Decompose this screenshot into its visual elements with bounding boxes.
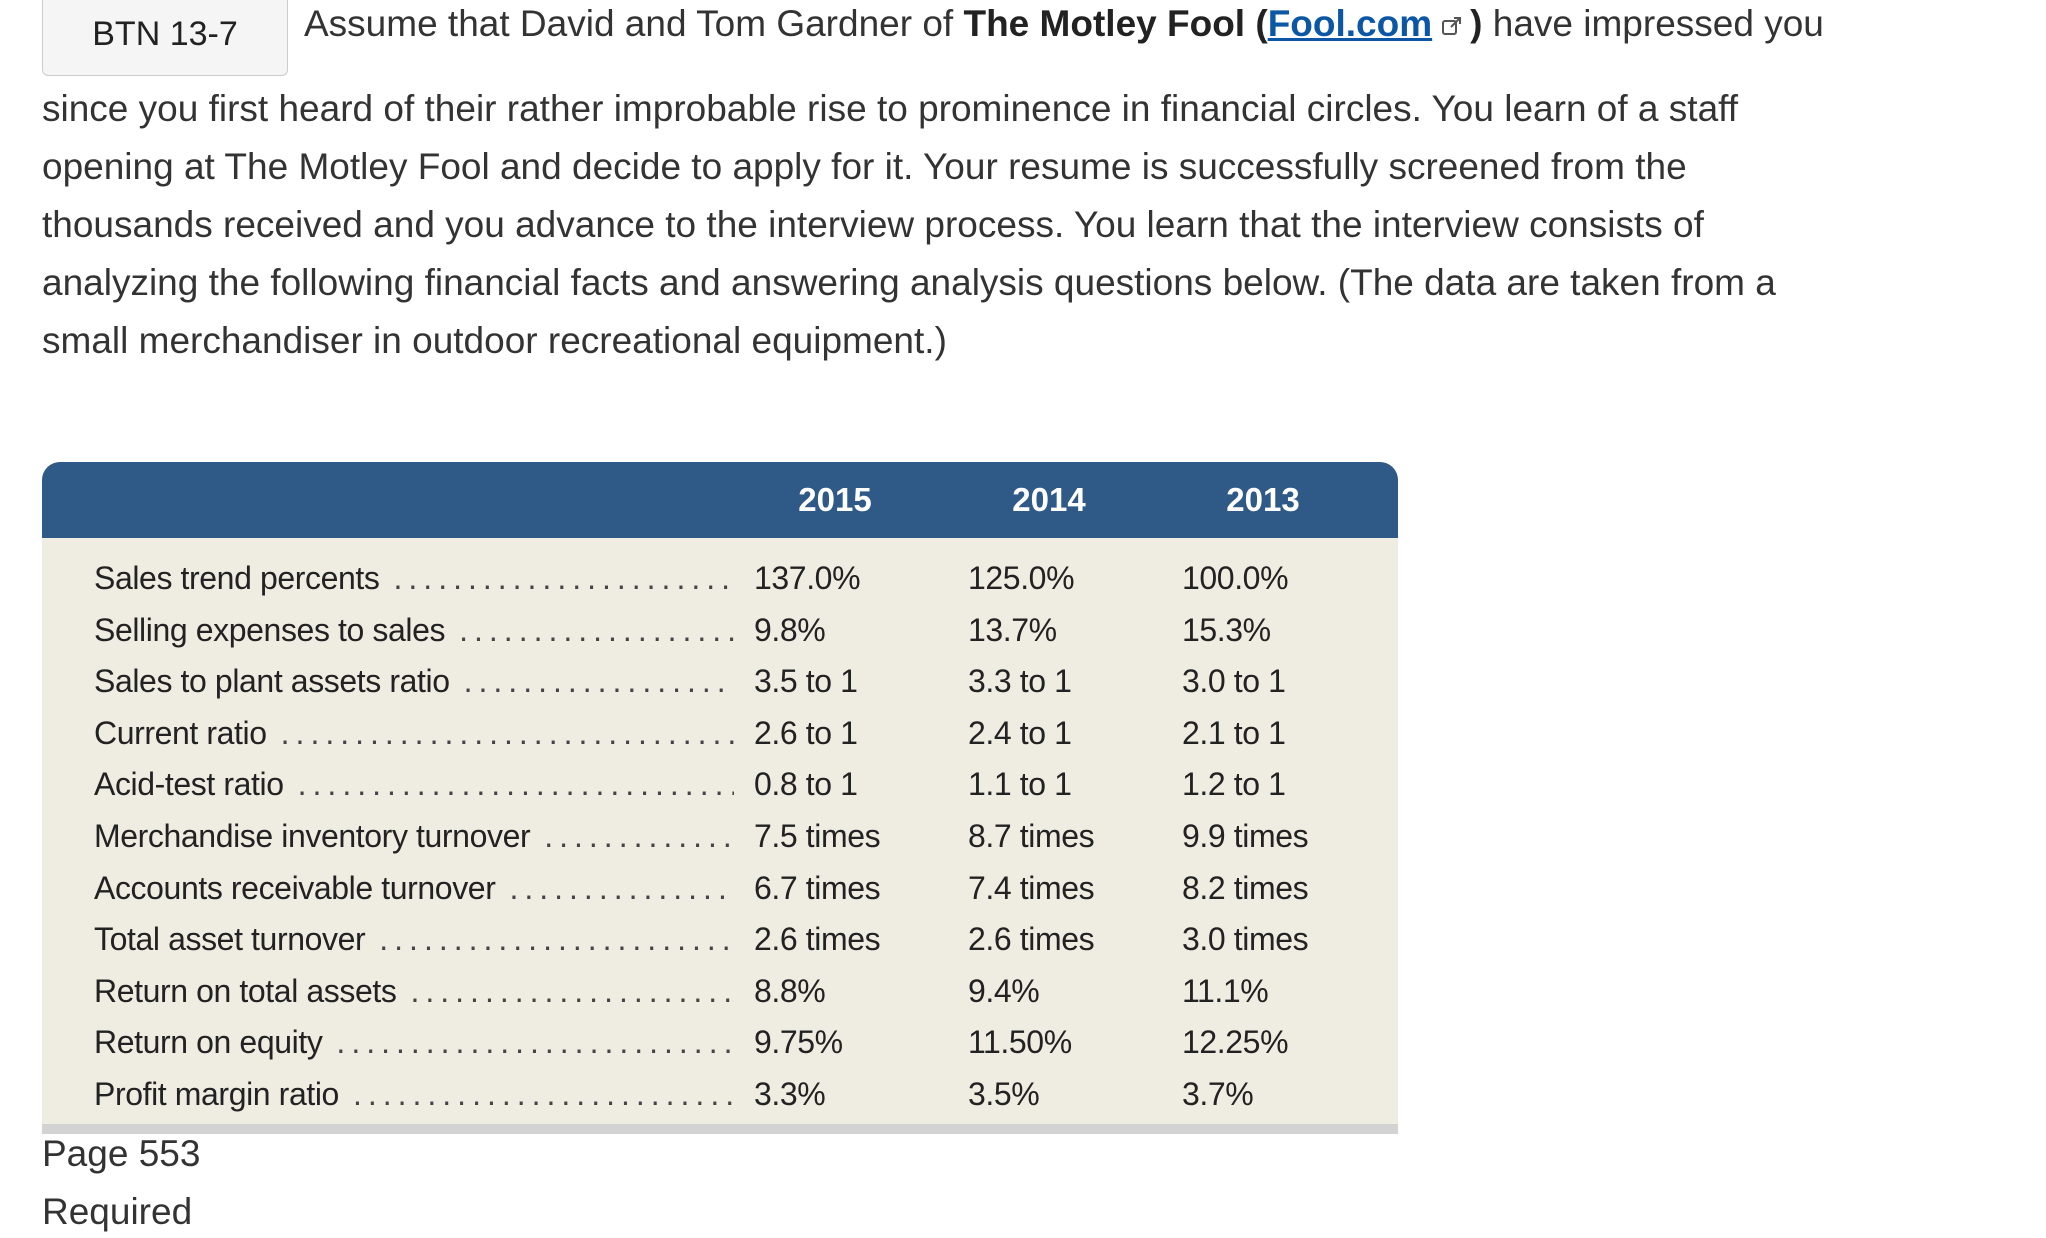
- row-label: Return on equity........................…: [94, 1024, 734, 1061]
- row-label: Profit margin ratio.....................…: [94, 1076, 734, 1113]
- table-cell-2015: 0.8 to 1: [754, 766, 858, 803]
- paragraph-line: analyzing the following financial facts …: [42, 262, 1776, 303]
- problem-id-badge: BTN 13-7: [42, 0, 288, 76]
- row-label: Return on total assets..................…: [94, 973, 734, 1010]
- table-cell-2013: 3.0 times: [1182, 921, 1309, 958]
- table-cell-2015: 3.5 to 1: [754, 663, 858, 700]
- company-name: The Motley Fool (: [963, 3, 1268, 44]
- table-row: Return on total assets..................…: [42, 967, 1398, 1019]
- table-row: Profit margin ratio.....................…: [42, 1070, 1398, 1122]
- table-header: 2015 2014 2013: [42, 462, 1398, 538]
- leader-dots: ........................................…: [352, 1075, 734, 1112]
- row-label-text: Return on total assets: [94, 972, 397, 1009]
- leader-dots: ........................................…: [544, 817, 734, 854]
- table-row: Sales to plant assets ratio.............…: [42, 657, 1398, 709]
- table-cell-2013: 2.1 to 1: [1182, 714, 1286, 751]
- financial-ratios-table: 2015 2014 2013 Sales trend percents.....…: [42, 462, 1398, 1134]
- company-close-paren: ): [1470, 3, 1483, 44]
- table-row: Selling expenses to sales...............…: [42, 606, 1398, 658]
- table-cell-2015: 2.6 to 1: [754, 714, 858, 751]
- leader-dots: ........................................…: [509, 869, 734, 906]
- row-label: Merchandise inventory turnover..........…: [94, 818, 734, 855]
- row-label-text: Return on equity: [94, 1024, 323, 1061]
- lead-text-before: Assume that David and Tom Gardner of: [304, 3, 964, 44]
- external-link-icon[interactable]: [1440, 14, 1464, 38]
- table-cell-2015: 9.8%: [754, 611, 826, 648]
- row-label-text: Acid-test ratio: [94, 766, 284, 803]
- problem-paragraph: since you first heard of their rather im…: [42, 80, 1952, 370]
- table-row: Acid-test ratio.........................…: [42, 760, 1398, 812]
- table-row: Total asset turnover....................…: [42, 915, 1398, 967]
- row-label-text: Selling expenses to sales: [94, 611, 446, 648]
- table-row: Sales trend percents....................…: [42, 554, 1398, 606]
- table-cell-2014: 125.0%: [968, 560, 1075, 596]
- table-cell-2014: 3.5%: [968, 1075, 1040, 1112]
- table-row: Accounts receivable turnover............…: [42, 864, 1398, 916]
- table-cell-2013: 15.3%: [1182, 611, 1271, 648]
- row-label-text: Sales to plant assets ratio: [94, 663, 450, 700]
- column-header-2013: 2013: [1226, 481, 1300, 518]
- table-cell-2014: 7.4 times: [968, 869, 1095, 906]
- row-label: Sales trend percents....................…: [94, 560, 734, 597]
- leader-dots: ........................................…: [379, 921, 734, 958]
- table-cell-2015: 6.7 times: [754, 869, 881, 906]
- paragraph-line: since you first heard of their rather im…: [42, 88, 1739, 129]
- row-label-text: Current ratio: [94, 714, 267, 751]
- table-cell-2014: 2.6 times: [968, 921, 1095, 958]
- row-label-text: Profit margin ratio: [94, 1075, 339, 1112]
- table-row: Merchandise inventory turnover..........…: [42, 812, 1398, 864]
- table-row: Current ratio...........................…: [42, 709, 1398, 761]
- row-label: Sales to plant assets ratio.............…: [94, 663, 734, 700]
- row-label-text: Accounts receivable turnover: [94, 869, 496, 906]
- table-cell-2015: 3.3%: [754, 1075, 826, 1112]
- leader-dots: ........................................…: [336, 1024, 734, 1061]
- row-label-text: Merchandise inventory turnover: [94, 817, 531, 854]
- table-cell-2013: 11.1%: [1182, 972, 1269, 1009]
- table-row: Return on equity........................…: [42, 1018, 1398, 1070]
- leader-dots: ........................................…: [297, 766, 734, 803]
- table-cell-2014: 1.1 to 1: [968, 766, 1072, 803]
- row-label: Current ratio...........................…: [94, 715, 734, 752]
- column-header-2015: 2015: [798, 481, 872, 518]
- paragraph-line: thousands received and you advance to th…: [42, 204, 1704, 245]
- row-label: Selling expenses to sales...............…: [94, 612, 734, 649]
- fool-com-link[interactable]: Fool.com: [1267, 3, 1433, 44]
- leader-dots: ........................................…: [459, 611, 734, 648]
- row-label: Accounts receivable turnover............…: [94, 870, 734, 907]
- table-cell-2015: 2.6 times: [754, 921, 881, 958]
- leader-dots: ........................................…: [463, 663, 734, 700]
- required-heading: Required: [42, 1191, 193, 1232]
- table-cell-2014: 13.7%: [968, 611, 1057, 648]
- table-cell-2014: 3.3 to 1: [968, 663, 1072, 700]
- leader-dots: ........................................…: [393, 560, 734, 596]
- paragraph-line: small merchandiser in outdoor recreation…: [42, 320, 947, 361]
- table-cell-2013: 12.25%: [1182, 1024, 1289, 1061]
- row-label: Acid-test ratio.........................…: [94, 766, 734, 803]
- leader-dots: ........................................…: [410, 972, 734, 1009]
- lead-text-after: have impressed you: [1482, 3, 1824, 44]
- row-label-text: Sales trend percents: [94, 560, 380, 596]
- table-body: Sales trend percents....................…: [42, 554, 1398, 1122]
- table-cell-2014: 8.7 times: [968, 817, 1095, 854]
- table-cell-2013: 8.2 times: [1182, 869, 1309, 906]
- table-cell-2013: 3.0 to 1: [1182, 663, 1286, 700]
- table-cell-2014: 2.4 to 1: [968, 714, 1072, 751]
- table-cell-2013: 9.9 times: [1182, 817, 1309, 854]
- table-cell-2013: 100.0%: [1182, 560, 1289, 596]
- paragraph-line: opening at The Motley Fool and decide to…: [42, 146, 1687, 187]
- table-cell-2015: 137.0%: [754, 560, 861, 596]
- leader-dots: ........................................…: [280, 714, 734, 751]
- problem-lead-line: Assume that David and Tom Gardner of The…: [304, 4, 1824, 44]
- column-header-2014: 2014: [1012, 481, 1086, 518]
- table-cell-2015: 7.5 times: [754, 817, 881, 854]
- table-cell-2015: 8.8%: [754, 972, 826, 1009]
- table-cell-2013: 1.2 to 1: [1182, 766, 1286, 803]
- row-label: Total asset turnover....................…: [94, 921, 734, 958]
- table-cell-2014: 11.50%: [968, 1024, 1072, 1061]
- table-cell-2015: 9.75%: [754, 1024, 843, 1061]
- row-label-text: Total asset turnover: [94, 921, 366, 958]
- page-number: Page 553: [42, 1133, 201, 1174]
- table-cell-2013: 3.7%: [1182, 1075, 1254, 1112]
- table-cell-2014: 9.4%: [968, 972, 1040, 1009]
